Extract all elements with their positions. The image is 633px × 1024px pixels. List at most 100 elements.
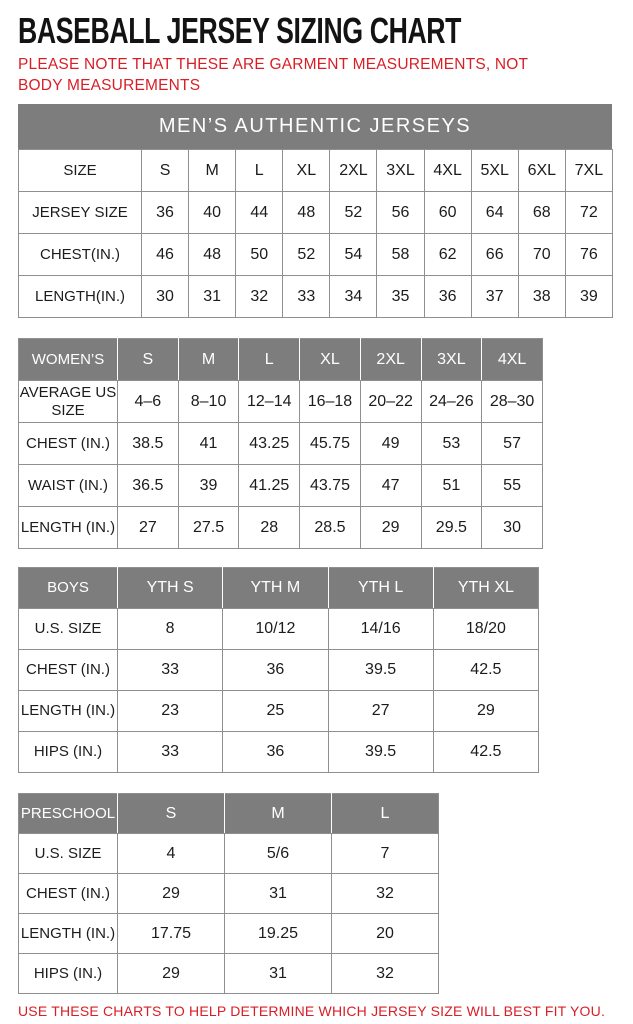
measurement-value: 20–22 (359, 380, 422, 423)
measurement-row: CHEST (IN.) 29 31 32 (18, 873, 439, 914)
measurement-value: 7 (331, 833, 439, 874)
measurement-value: 32 (331, 873, 439, 914)
measurement-row: CHEST (IN.) 38.5 41 43.25 45.75 49 53 57 (18, 422, 543, 465)
measurement-value: 23 (116, 690, 224, 732)
page-title: BASEBALL JERSEY SIZING CHART (18, 13, 612, 49)
preschool-header-row: PRESCHOOL S M L (18, 793, 439, 834)
measurement-label: LENGTH (IN.) (18, 506, 118, 549)
measurement-value: 39 (177, 464, 240, 507)
measurement-value: 28.5 (299, 506, 361, 549)
measurement-label: U.S. SIZE (18, 833, 118, 874)
measurement-row: CHEST(IN.) 46 48 50 52 54 58 62 66 70 76 (18, 233, 613, 276)
measurement-value: 28 (238, 506, 301, 549)
garment-measurement-note: PLEASE NOTE THAT THESE ARE GARMENT MEASU… (18, 56, 528, 94)
measurement-value: 49 (359, 422, 422, 465)
measurement-value: 37 (470, 275, 519, 318)
measurement-value: 31 (188, 275, 237, 318)
measurement-value: 54 (329, 233, 378, 276)
measurement-row: CHEST (IN.) 33 36 39.5 42.5 (18, 649, 540, 691)
measurement-value: 39 (564, 275, 613, 318)
measurement-value: 29 (117, 873, 225, 914)
measurement-value: 60 (423, 191, 472, 234)
measurement-value: 31 (224, 873, 332, 914)
measurement-value: 36 (222, 731, 329, 773)
measurement-value: 8–10 (177, 380, 240, 423)
measurement-value: 56 (376, 191, 425, 234)
measurement-value: 70 (517, 233, 566, 276)
measurement-value: 38.5 (117, 422, 179, 465)
measurement-label: LENGTH(IN.) (18, 275, 142, 318)
measurement-value: 72 (564, 191, 613, 234)
size-column-header: 4XL (481, 338, 543, 381)
measurement-value: 47 (359, 464, 422, 507)
measurement-row: U.S. SIZE 4 5/6 7 (18, 833, 439, 874)
measurement-label: CHEST (IN.) (18, 873, 118, 914)
measurement-value: 45.75 (299, 422, 361, 465)
measurement-label: U.S. SIZE (18, 608, 118, 650)
measurement-value: 5/6 (224, 833, 332, 874)
measurement-value: 30 (481, 506, 543, 549)
measurement-value: 55 (481, 464, 543, 507)
size-column-header: 2XL (359, 338, 422, 381)
measurement-value: 20 (331, 913, 439, 954)
measurement-label: CHEST (IN.) (18, 649, 118, 691)
measurement-value: 48 (282, 191, 331, 234)
measurement-label: CHEST (IN.) (18, 422, 118, 465)
mens-authentic-jerseys-banner: MEN’S AUTHENTIC JERSEYS (18, 104, 612, 149)
measurement-value: 25 (222, 690, 329, 732)
measurement-value: 36.5 (117, 464, 179, 507)
measurement-value: 32 (331, 953, 439, 994)
measurement-row: LENGTH (IN.) 23 25 27 29 (18, 690, 540, 732)
measurement-value: 48 (188, 233, 237, 276)
measurement-value: 41.25 (238, 464, 301, 507)
measurement-row: HIPS (IN.) 29 31 32 (18, 953, 439, 994)
measurement-value: 41 (177, 422, 240, 465)
measurement-value: 14/16 (327, 608, 434, 650)
measurement-value: 76 (564, 233, 613, 276)
measurement-label: AVERAGE US SIZE (18, 380, 118, 423)
measurement-value: 12–14 (238, 380, 301, 423)
size-column-header: M (177, 338, 240, 381)
womens-sizing-table: WOMEN’S S M L XL 2XL 3XL 4XL AVERAGE US SIZE 4–6 8… (18, 338, 543, 549)
size-column-header: L (331, 793, 439, 834)
measurement-value: 39.5 (327, 649, 434, 691)
womens-group-label: WOMEN’S (18, 338, 118, 381)
measurement-value: 33 (116, 731, 224, 773)
measurement-row: LENGTH(IN.) 30 31 32 33 34 35 36 37 38 39 (18, 275, 613, 318)
measurement-value: 50 (235, 233, 284, 276)
measurement-value: 33 (282, 275, 331, 318)
measurement-value: 53 (420, 422, 483, 465)
measurement-value: 51 (420, 464, 483, 507)
measurement-value: 24–26 (420, 380, 483, 423)
measurement-value: 10/12 (222, 608, 329, 650)
size-column-header: 5XL (470, 149, 519, 192)
measurement-value: 27 (117, 506, 179, 549)
measurement-value: 8 (116, 608, 224, 650)
measurement-label: CHEST(IN.) (18, 233, 142, 276)
measurement-value: 42.5 (432, 649, 540, 691)
measurement-value: 52 (329, 191, 378, 234)
measurement-row: AVERAGE US SIZE 4–6 8–10 12–14 16–18 20–22 24–… (18, 380, 543, 423)
measurement-value: 19.25 (224, 913, 332, 954)
measurement-row: JERSEY SIZE 36 40 44 48 52 56 60 64 68 72 (18, 191, 613, 234)
measurement-value: 4 (117, 833, 225, 874)
size-column-header: 3XL (420, 338, 483, 381)
preschool-sizing-table: PRESCHOOL S M L U.S. SIZE 4 5/6 7 CHEST (IN.) 29 3… (18, 793, 439, 994)
size-column-header: M (188, 149, 237, 192)
size-column-header: YTH XL (432, 567, 540, 609)
measurement-value: 46 (140, 233, 190, 276)
measurement-value: 52 (282, 233, 331, 276)
measurement-row: HIPS (IN.) 33 36 39.5 42.5 (18, 731, 540, 773)
measurement-value: 57 (481, 422, 543, 465)
size-column-header: YTH L (327, 567, 434, 609)
size-column-header: XL (299, 338, 361, 381)
measurement-value: 43.75 (299, 464, 361, 507)
mens-header-row: SIZE S M L XL 2XL 3XL 4XL 5XL 6XL 7XL (18, 149, 613, 192)
size-column-header: YTH S (116, 567, 224, 609)
measurement-value: 43.25 (238, 422, 301, 465)
measurement-value: 27.5 (177, 506, 240, 549)
measurement-value: 58 (376, 233, 425, 276)
womens-header-row: WOMEN’S S M L XL 2XL 3XL 4XL (18, 338, 543, 381)
measurement-row: U.S. SIZE 8 10/12 14/16 18/20 (18, 608, 540, 650)
